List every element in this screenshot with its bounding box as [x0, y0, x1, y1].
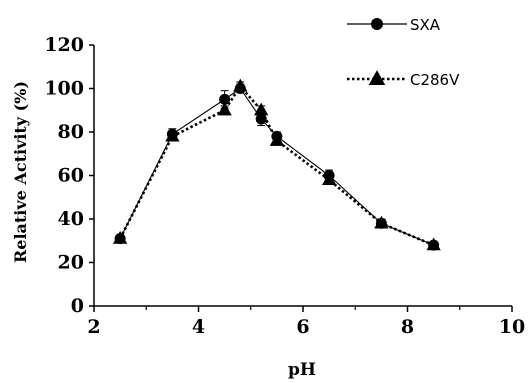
y-tick-label: 120: [44, 34, 84, 56]
data-point: [426, 237, 441, 251]
y-tick-label: 60: [58, 165, 84, 187]
data-point: [374, 215, 389, 229]
y-tick-label: 40: [58, 208, 84, 230]
legend-marker: [368, 70, 386, 85]
data-point: [233, 78, 248, 92]
y-tick-label: 0: [71, 295, 84, 317]
series-c286v: [112, 78, 441, 251]
x-tick-label: 6: [296, 316, 309, 338]
data-point: [165, 128, 180, 142]
ticks: 0 20 40 60 80 100 120 2 4 6 8 10: [44, 34, 525, 338]
data-point: [269, 133, 285, 146]
y-axis-title: Relative Activity (%): [11, 81, 30, 263]
series-layer: [112, 78, 441, 251]
x-tick-label: 4: [192, 316, 205, 338]
x-tick-label: 8: [401, 316, 414, 338]
series-sxa: [114, 83, 440, 251]
data-point: [112, 230, 128, 244]
series-line: [119, 87, 434, 246]
legend-entry-c286v: C286V: [347, 70, 460, 89]
legend: SXA C286V: [347, 16, 460, 89]
x-tick-label: 2: [87, 316, 100, 338]
x-tick-label: 10: [499, 316, 525, 338]
legend-label: SXA: [410, 16, 441, 34]
data-point: [254, 102, 269, 116]
data-point: [217, 102, 232, 116]
legend-entry-sxa: SXA: [347, 16, 441, 34]
series-line: [118, 84, 435, 247]
data-point: [321, 172, 337, 186]
x-axis-title: pH: [288, 360, 316, 380]
data-point: [219, 93, 231, 105]
y-tick-label: 20: [58, 252, 84, 274]
legend-label: C286V: [410, 71, 460, 89]
y-tick-label: 80: [58, 121, 84, 143]
legend-marker: [371, 18, 383, 30]
y-tick-label: 100: [44, 78, 84, 100]
